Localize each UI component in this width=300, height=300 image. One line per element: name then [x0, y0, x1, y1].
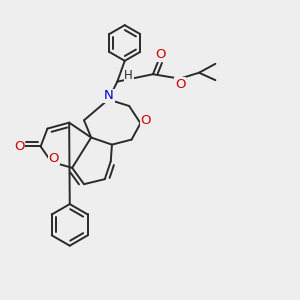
- Text: O: O: [49, 152, 59, 165]
- Text: N: N: [104, 89, 114, 102]
- Text: O: O: [175, 78, 186, 91]
- Text: O: O: [14, 140, 25, 153]
- Text: H: H: [124, 69, 133, 82]
- Text: O: O: [141, 114, 151, 127]
- Text: O: O: [155, 48, 166, 62]
